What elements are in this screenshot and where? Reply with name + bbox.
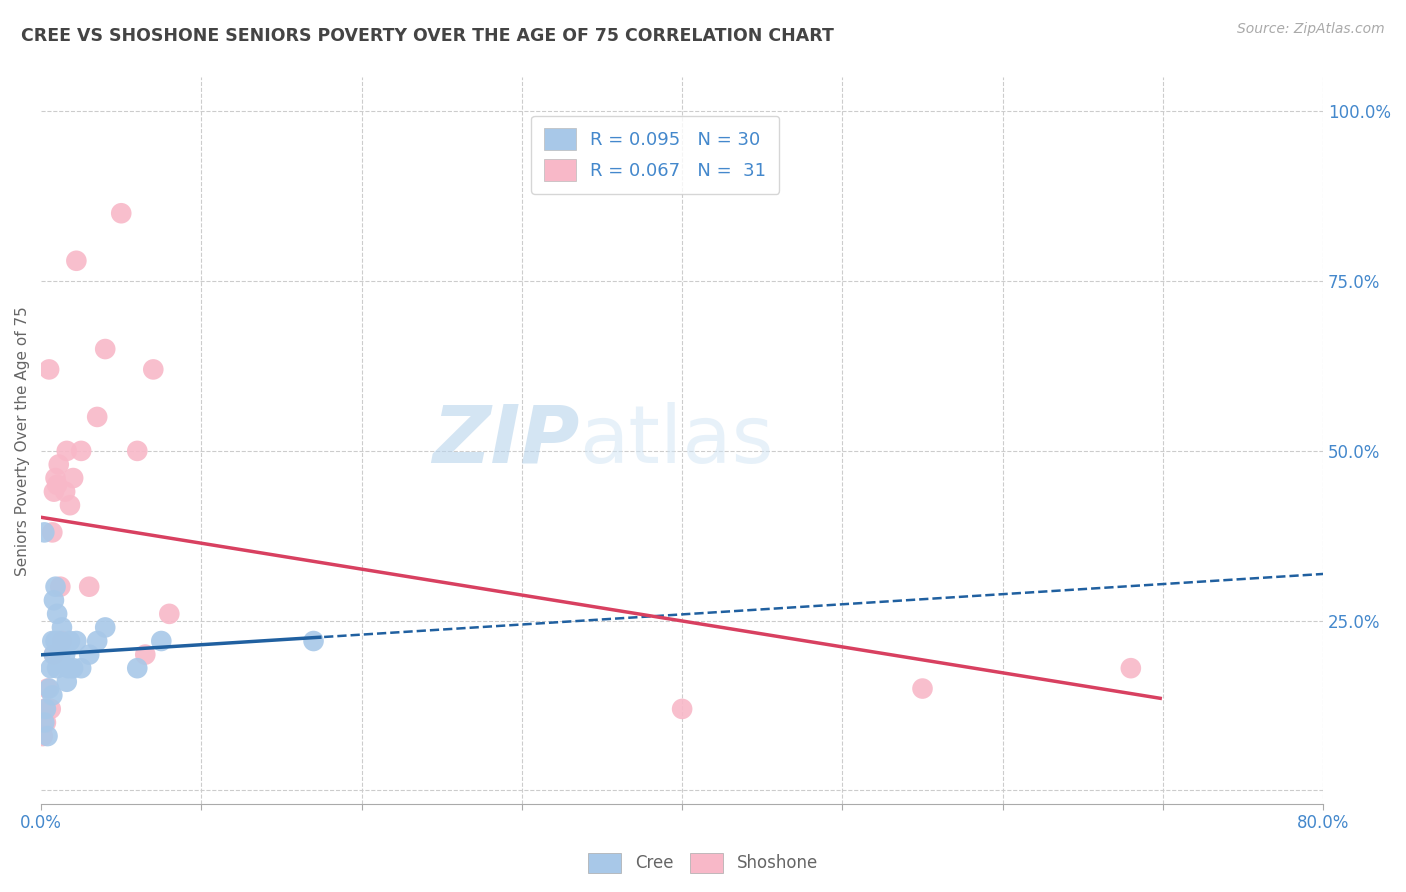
Point bbox=[134, 648, 156, 662]
Text: ZIP: ZIP bbox=[432, 401, 579, 480]
Point bbox=[671, 702, 693, 716]
Point bbox=[127, 661, 149, 675]
Text: CREE VS SHOSHONE SENIORS POVERTY OVER THE AGE OF 75 CORRELATION CHART: CREE VS SHOSHONE SENIORS POVERTY OVER TH… bbox=[21, 27, 834, 45]
Point bbox=[44, 471, 66, 485]
Point bbox=[55, 443, 77, 458]
Point bbox=[35, 702, 58, 716]
Point bbox=[1119, 661, 1142, 675]
Point bbox=[58, 661, 80, 675]
Point bbox=[34, 715, 56, 730]
Point bbox=[48, 634, 70, 648]
Point bbox=[31, 729, 53, 743]
Point bbox=[51, 620, 73, 634]
Text: atlas: atlas bbox=[579, 401, 773, 480]
Point bbox=[46, 478, 69, 492]
Point bbox=[42, 593, 65, 607]
Point bbox=[142, 362, 165, 376]
Point bbox=[41, 525, 63, 540]
Point bbox=[59, 498, 82, 512]
Point bbox=[51, 634, 73, 648]
Point bbox=[59, 634, 82, 648]
Point bbox=[70, 661, 93, 675]
Point bbox=[34, 702, 56, 716]
Point bbox=[53, 648, 76, 662]
Point bbox=[37, 729, 59, 743]
Point bbox=[62, 471, 84, 485]
Point bbox=[77, 580, 100, 594]
Point bbox=[65, 253, 87, 268]
Point bbox=[38, 362, 60, 376]
Point bbox=[42, 648, 65, 662]
Point bbox=[86, 409, 108, 424]
Point bbox=[39, 661, 62, 675]
Point bbox=[48, 458, 70, 472]
Point bbox=[46, 661, 69, 675]
Point bbox=[55, 674, 77, 689]
Y-axis label: Seniors Poverty Over the Age of 75: Seniors Poverty Over the Age of 75 bbox=[15, 306, 30, 575]
Point bbox=[53, 484, 76, 499]
Point bbox=[302, 634, 325, 648]
Point bbox=[44, 634, 66, 648]
Point bbox=[35, 715, 58, 730]
Point bbox=[34, 525, 56, 540]
Point bbox=[70, 443, 93, 458]
Point bbox=[44, 580, 66, 594]
Point bbox=[49, 648, 72, 662]
Point bbox=[49, 580, 72, 594]
Point bbox=[127, 443, 149, 458]
Point bbox=[110, 206, 132, 220]
Legend: Cree, Shoshone: Cree, Shoshone bbox=[582, 847, 824, 880]
Point bbox=[86, 634, 108, 648]
Point bbox=[94, 620, 117, 634]
Point bbox=[41, 634, 63, 648]
Point bbox=[62, 661, 84, 675]
Point bbox=[41, 689, 63, 703]
Point bbox=[157, 607, 180, 621]
Point bbox=[42, 648, 65, 662]
Point bbox=[77, 648, 100, 662]
Point bbox=[38, 681, 60, 696]
Point bbox=[94, 342, 117, 356]
Point bbox=[46, 607, 69, 621]
Point bbox=[37, 681, 59, 696]
Point bbox=[39, 702, 62, 716]
Legend: R = 0.095   N = 30, R = 0.067   N =  31: R = 0.095 N = 30, R = 0.067 N = 31 bbox=[531, 116, 779, 194]
Text: Source: ZipAtlas.com: Source: ZipAtlas.com bbox=[1237, 22, 1385, 37]
Point bbox=[42, 484, 65, 499]
Point bbox=[150, 634, 173, 648]
Point bbox=[911, 681, 934, 696]
Point bbox=[65, 634, 87, 648]
